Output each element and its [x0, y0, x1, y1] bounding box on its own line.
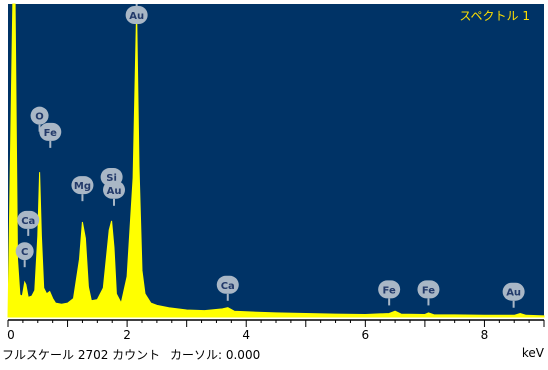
peak-marker: Fe — [39, 122, 62, 148]
chart-title: スペクトル 1 — [459, 9, 530, 23]
peak-marker: Au — [125, 4, 148, 24]
peak-marker-bubble — [378, 280, 401, 299]
peak-label: Fe — [44, 128, 57, 139]
peak-label: Mg — [74, 181, 91, 192]
peak-marker-bubble — [30, 106, 49, 125]
cursor-label: カーソル: 0.000 — [170, 348, 261, 362]
peak-marker-bubble — [125, 6, 148, 24]
peak-marker: Mg — [71, 176, 94, 202]
fullscale-label: フルスケール 2702 カウント — [2, 348, 161, 362]
x-tick-label: 0 — [7, 328, 15, 342]
peak-marker-bubble — [103, 180, 126, 199]
peak-marker: Ca — [17, 210, 40, 236]
peak-marker: Au — [502, 282, 525, 308]
peak-label: Fe — [383, 285, 396, 296]
peak-label: Si — [106, 173, 117, 184]
peak-marker: Au — [103, 180, 126, 206]
peak-marker: Fe — [417, 280, 440, 306]
peak-label: Ca — [21, 216, 35, 227]
x-tick-label: 4 — [242, 328, 250, 342]
peak-marker-bubble — [17, 210, 40, 229]
peak-label: Au — [107, 186, 122, 197]
peak-marker-bubble — [417, 280, 440, 299]
x-tick-label: 8 — [481, 328, 489, 342]
peak-label: Au — [129, 11, 144, 22]
peak-marker: Ca — [216, 275, 239, 301]
plot-area — [8, 4, 544, 317]
x-tick-label: 2 — [123, 328, 131, 342]
spectrum-layer — [7, 3, 545, 318]
peak-marker-bubble — [15, 242, 34, 261]
peak-marker-bubble — [502, 282, 525, 301]
spectrum-series-0 — [7, 3, 545, 318]
peak-label: C — [21, 247, 28, 258]
peak-marker-bubble — [71, 176, 94, 195]
x-axis-ticks: 0 2 4 6 8 — [7, 320, 545, 342]
peak-marker: C — [15, 242, 34, 268]
peak-label: O — [35, 112, 44, 123]
peak-label: Fe — [422, 285, 435, 296]
peak-marker-bubble — [216, 275, 239, 294]
peak-marker: Fe — [378, 280, 401, 306]
peak-label: Au — [506, 288, 521, 299]
peak-marker-bubble — [39, 122, 62, 141]
x-tick-label: 6 — [362, 328, 370, 342]
peak-label: Ca — [221, 281, 235, 292]
unit-label: keV — [521, 346, 544, 360]
